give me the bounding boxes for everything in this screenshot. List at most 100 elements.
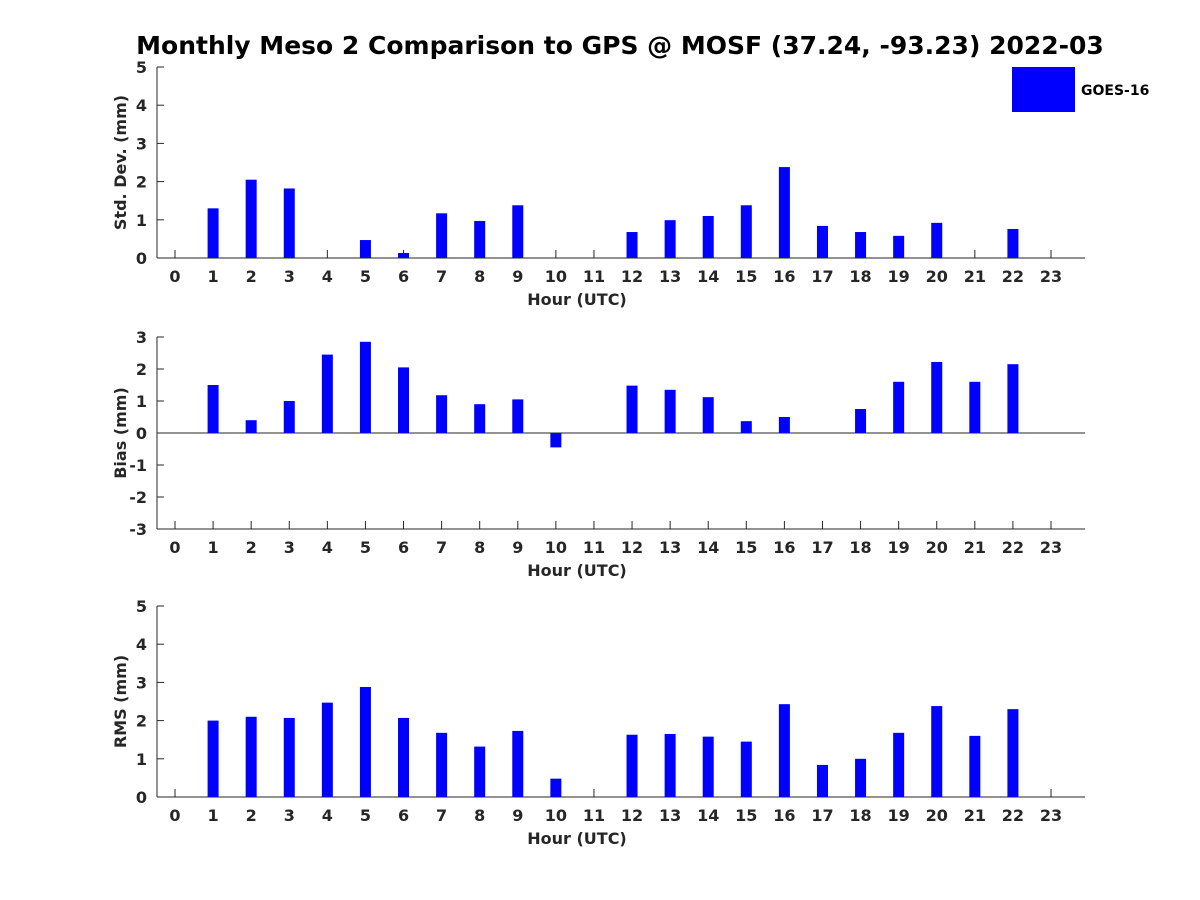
x-tick-label: 16	[773, 806, 795, 825]
bar-rms-hour-22	[1007, 709, 1019, 797]
bar-bias-hour-18	[855, 409, 867, 433]
x-tick-label: 7	[436, 806, 447, 825]
x-tick-label: 18	[849, 267, 871, 286]
x-tick-label: 22	[1002, 267, 1024, 286]
bar-std-dev-hour-18	[855, 232, 867, 258]
y-tick-label: 4	[136, 635, 147, 654]
x-tick-label: 1	[208, 267, 219, 286]
y-tick-label: 1	[136, 750, 147, 769]
x-tick-label: 3	[284, 538, 295, 557]
bar-bias-hour-12	[626, 385, 638, 433]
x-tick-label: 11	[583, 806, 605, 825]
bar-std-dev-hour-5	[359, 240, 371, 258]
x-tick-label: 23	[1040, 267, 1062, 286]
x-tick-label: 2	[246, 538, 257, 557]
x-tick-label: 12	[621, 806, 643, 825]
x-tick-label: 14	[697, 267, 719, 286]
x-tick-label: 7	[436, 538, 447, 557]
x-tick-label: 17	[811, 538, 833, 557]
bar-std-dev-hour-2	[245, 179, 257, 258]
x-tick-label: 0	[169, 267, 180, 286]
bar-bias-hour-1	[207, 385, 219, 433]
bar-std-dev-hour-13	[664, 220, 676, 258]
x-tick-label: 16	[773, 538, 795, 557]
bar-bias-hour-19	[893, 381, 905, 433]
x-tick-label: 1	[208, 806, 219, 825]
bar-rms-hour-15	[740, 741, 752, 797]
x-tick-label: 15	[735, 267, 757, 286]
x-tick-label: 23	[1040, 538, 1062, 557]
x-tick-label: 11	[583, 538, 605, 557]
x-tick-label: 0	[169, 538, 180, 557]
y-tick-label: 4	[136, 96, 147, 115]
bar-bias-hour-20	[931, 361, 943, 433]
y-tick-label: 0	[136, 424, 147, 443]
y-tick-label: 2	[136, 360, 147, 379]
x-tick-label: 10	[545, 538, 567, 557]
x-tick-label: 10	[545, 267, 567, 286]
x-tick-label: 8	[474, 538, 485, 557]
bar-std-dev-hour-3	[283, 188, 295, 258]
bar-bias-hour-9	[512, 399, 524, 433]
bar-std-dev-hour-7	[436, 213, 448, 258]
x-tick-label: 2	[246, 267, 257, 286]
x-tick-label: 15	[735, 538, 757, 557]
x-tick-label: 1	[208, 538, 219, 557]
x-tick-label: 3	[284, 806, 295, 825]
x-tick-label: 20	[926, 538, 948, 557]
x-tick-label: 4	[322, 806, 333, 825]
bar-rms-hour-14	[702, 736, 714, 797]
x-axis-label: Hour (UTC)	[527, 829, 627, 848]
x-tick-label: 14	[697, 538, 719, 557]
x-tick-label: 4	[322, 538, 333, 557]
bar-rms-hour-12	[626, 734, 638, 797]
y-tick-label: 0	[136, 788, 147, 807]
x-tick-label: 5	[360, 538, 371, 557]
bar-bias-hour-8	[474, 404, 486, 433]
bar-rms-hour-19	[893, 732, 905, 797]
y-tick-label: -3	[129, 520, 147, 539]
y-axis-label: RMS (mm)	[111, 655, 130, 748]
x-tick-label: 19	[888, 806, 910, 825]
bar-std-dev-hour-17	[816, 225, 828, 258]
bar-bias-hour-21	[969, 381, 981, 433]
y-axis-label: Bias (mm)	[111, 387, 130, 479]
bar-std-dev-hour-14	[702, 215, 714, 258]
bar-std-dev-hour-22	[1007, 228, 1019, 258]
x-tick-label: 22	[1002, 538, 1024, 557]
y-tick-label: -2	[129, 488, 147, 507]
bar-rms-hour-3	[283, 717, 295, 797]
x-tick-label: 21	[964, 538, 986, 557]
bar-rms-hour-18	[855, 758, 867, 797]
x-tick-label: 17	[811, 806, 833, 825]
x-tick-label: 15	[735, 806, 757, 825]
bar-bias-hour-22	[1007, 364, 1019, 433]
bar-bias-hour-6	[398, 367, 410, 433]
bar-rms-hour-21	[969, 735, 981, 797]
x-tick-label: 6	[398, 538, 409, 557]
y-tick-label: 3	[136, 134, 147, 153]
bar-rms-hour-9	[512, 730, 524, 797]
bar-bias-hour-16	[778, 417, 790, 433]
x-tick-label: 6	[398, 267, 409, 286]
legend-swatch-goes-16	[1012, 67, 1075, 112]
bar-rms-hour-6	[398, 717, 410, 797]
x-tick-label: 9	[512, 267, 523, 286]
y-tick-label: 5	[136, 58, 147, 77]
x-tick-label: 14	[697, 806, 719, 825]
y-tick-label: 2	[136, 712, 147, 731]
x-tick-label: 19	[888, 538, 910, 557]
bar-bias-hour-13	[664, 389, 676, 433]
y-tick-label: 1	[136, 211, 147, 230]
x-tick-label: 20	[926, 806, 948, 825]
bar-rms-hour-1	[207, 720, 219, 797]
y-tick-label: 1	[136, 392, 147, 411]
y-tick-label: 2	[136, 173, 147, 192]
x-tick-label: 8	[474, 806, 485, 825]
bar-rms-hour-16	[778, 704, 790, 797]
bar-bias-hour-5	[359, 341, 371, 433]
x-tick-label: 6	[398, 806, 409, 825]
bar-rms-hour-20	[931, 706, 943, 797]
